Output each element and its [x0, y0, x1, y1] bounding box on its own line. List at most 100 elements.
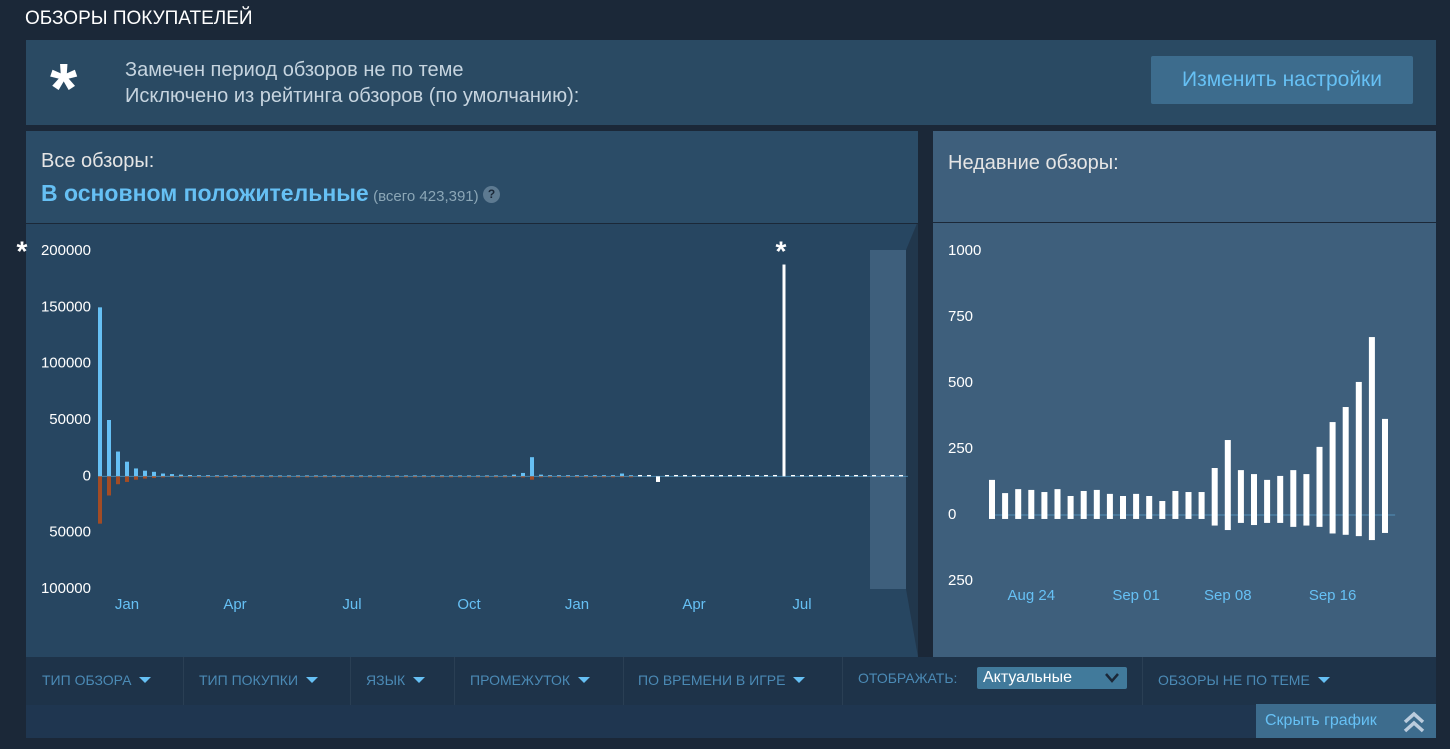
separator — [350, 657, 351, 705]
filter[interactable]: ТИП ПОКУПКИ — [199, 672, 319, 688]
bar — [1237, 515, 1244, 523]
bar — [1277, 515, 1284, 523]
bar — [710, 474, 714, 477]
separator — [623, 657, 624, 705]
bar — [1146, 495, 1153, 515]
bar — [233, 476, 237, 478]
bar — [341, 476, 345, 478]
bar — [1067, 495, 1074, 515]
bar — [638, 474, 642, 477]
separator — [183, 657, 184, 705]
bar — [1329, 422, 1336, 515]
bar — [260, 475, 264, 477]
bar — [1054, 515, 1061, 519]
bar — [1159, 515, 1166, 519]
collapse-icon — [1403, 711, 1425, 733]
bar — [215, 476, 219, 478]
bar — [1198, 515, 1205, 519]
filter[interactable]: ТИП ОБЗОРА — [42, 672, 152, 688]
bar — [521, 476, 525, 478]
bar — [386, 476, 390, 478]
bar — [1185, 492, 1192, 515]
bar — [503, 476, 507, 478]
hide-chart-button[interactable]: Скрыть график — [1256, 704, 1436, 738]
bar — [431, 475, 435, 477]
bar — [890, 474, 894, 477]
bar — [269, 475, 273, 477]
bar — [332, 476, 336, 478]
bar — [1106, 493, 1113, 515]
bar — [323, 476, 327, 478]
bar — [1355, 381, 1362, 515]
select-chevron — [1105, 673, 1119, 683]
bar — [512, 474, 516, 477]
overall-header — [26, 131, 918, 224]
bar — [233, 475, 237, 477]
bar — [1251, 474, 1257, 515]
bar — [584, 476, 588, 478]
filter-bar — [26, 657, 1436, 705]
bar — [692, 474, 696, 477]
bar — [188, 474, 192, 477]
bar — [458, 476, 462, 478]
bar — [611, 475, 615, 477]
bar — [1093, 515, 1100, 519]
bar — [1382, 515, 1388, 533]
y-tick-label: 1000 — [948, 242, 981, 259]
bar — [1198, 492, 1205, 515]
bar — [899, 474, 903, 477]
bar — [602, 476, 606, 478]
bar — [1172, 515, 1179, 519]
select-value: Актуальные — [983, 669, 1072, 686]
settings-button[interactable]: Изменить настройки — [1151, 56, 1413, 104]
bar — [413, 476, 417, 478]
bar — [827, 474, 831, 477]
bar — [125, 461, 129, 477]
display-select[interactable]: Актуальные — [977, 667, 1127, 689]
bar — [413, 475, 417, 477]
bar — [1093, 489, 1100, 515]
x-tick-label: Sep 01 — [1112, 587, 1160, 604]
bar — [1355, 515, 1362, 537]
bar — [1211, 515, 1218, 526]
bar — [161, 476, 165, 478]
bar — [458, 475, 462, 477]
bar — [845, 474, 849, 477]
bar — [1290, 470, 1297, 515]
bar — [98, 476, 102, 524]
bar — [989, 515, 995, 519]
bar — [1106, 515, 1113, 519]
y-tick-label: 50000 — [49, 411, 91, 428]
bar — [314, 475, 318, 477]
overall-rating: В основном положительные — [41, 180, 369, 206]
bar — [1002, 493, 1009, 515]
bar — [206, 475, 210, 477]
bar — [557, 475, 561, 477]
filter-label: ТИП ПОКУПКИ — [199, 672, 299, 688]
bar — [440, 475, 444, 477]
bar — [863, 474, 867, 477]
bar — [1224, 440, 1231, 515]
filter[interactable]: ОБЗОРЫ НЕ ПО ТЕМЕ — [1158, 672, 1330, 688]
y-tick-label: 500 — [948, 374, 973, 391]
bar — [1277, 475, 1284, 515]
bar — [548, 475, 552, 477]
bar — [1120, 515, 1126, 519]
bar — [341, 475, 345, 477]
bar — [593, 476, 597, 478]
bar — [539, 474, 543, 477]
bar — [1303, 474, 1310, 515]
y-tick-label: 150000 — [41, 298, 91, 315]
filter[interactable]: ЯЗЫК — [366, 672, 426, 688]
bar — [152, 476, 156, 479]
filter[interactable]: ПО ВРЕМЕНИ В ИГРЕ — [638, 672, 806, 688]
bar — [251, 476, 255, 478]
bar — [836, 474, 840, 477]
bar — [647, 474, 651, 477]
filter[interactable]: ПРОМЕЖУТОК — [470, 672, 591, 688]
bar — [881, 474, 885, 477]
help-icon[interactable]: ? — [483, 186, 501, 203]
x-tick-label: Apr — [223, 596, 246, 613]
bar — [773, 474, 777, 477]
